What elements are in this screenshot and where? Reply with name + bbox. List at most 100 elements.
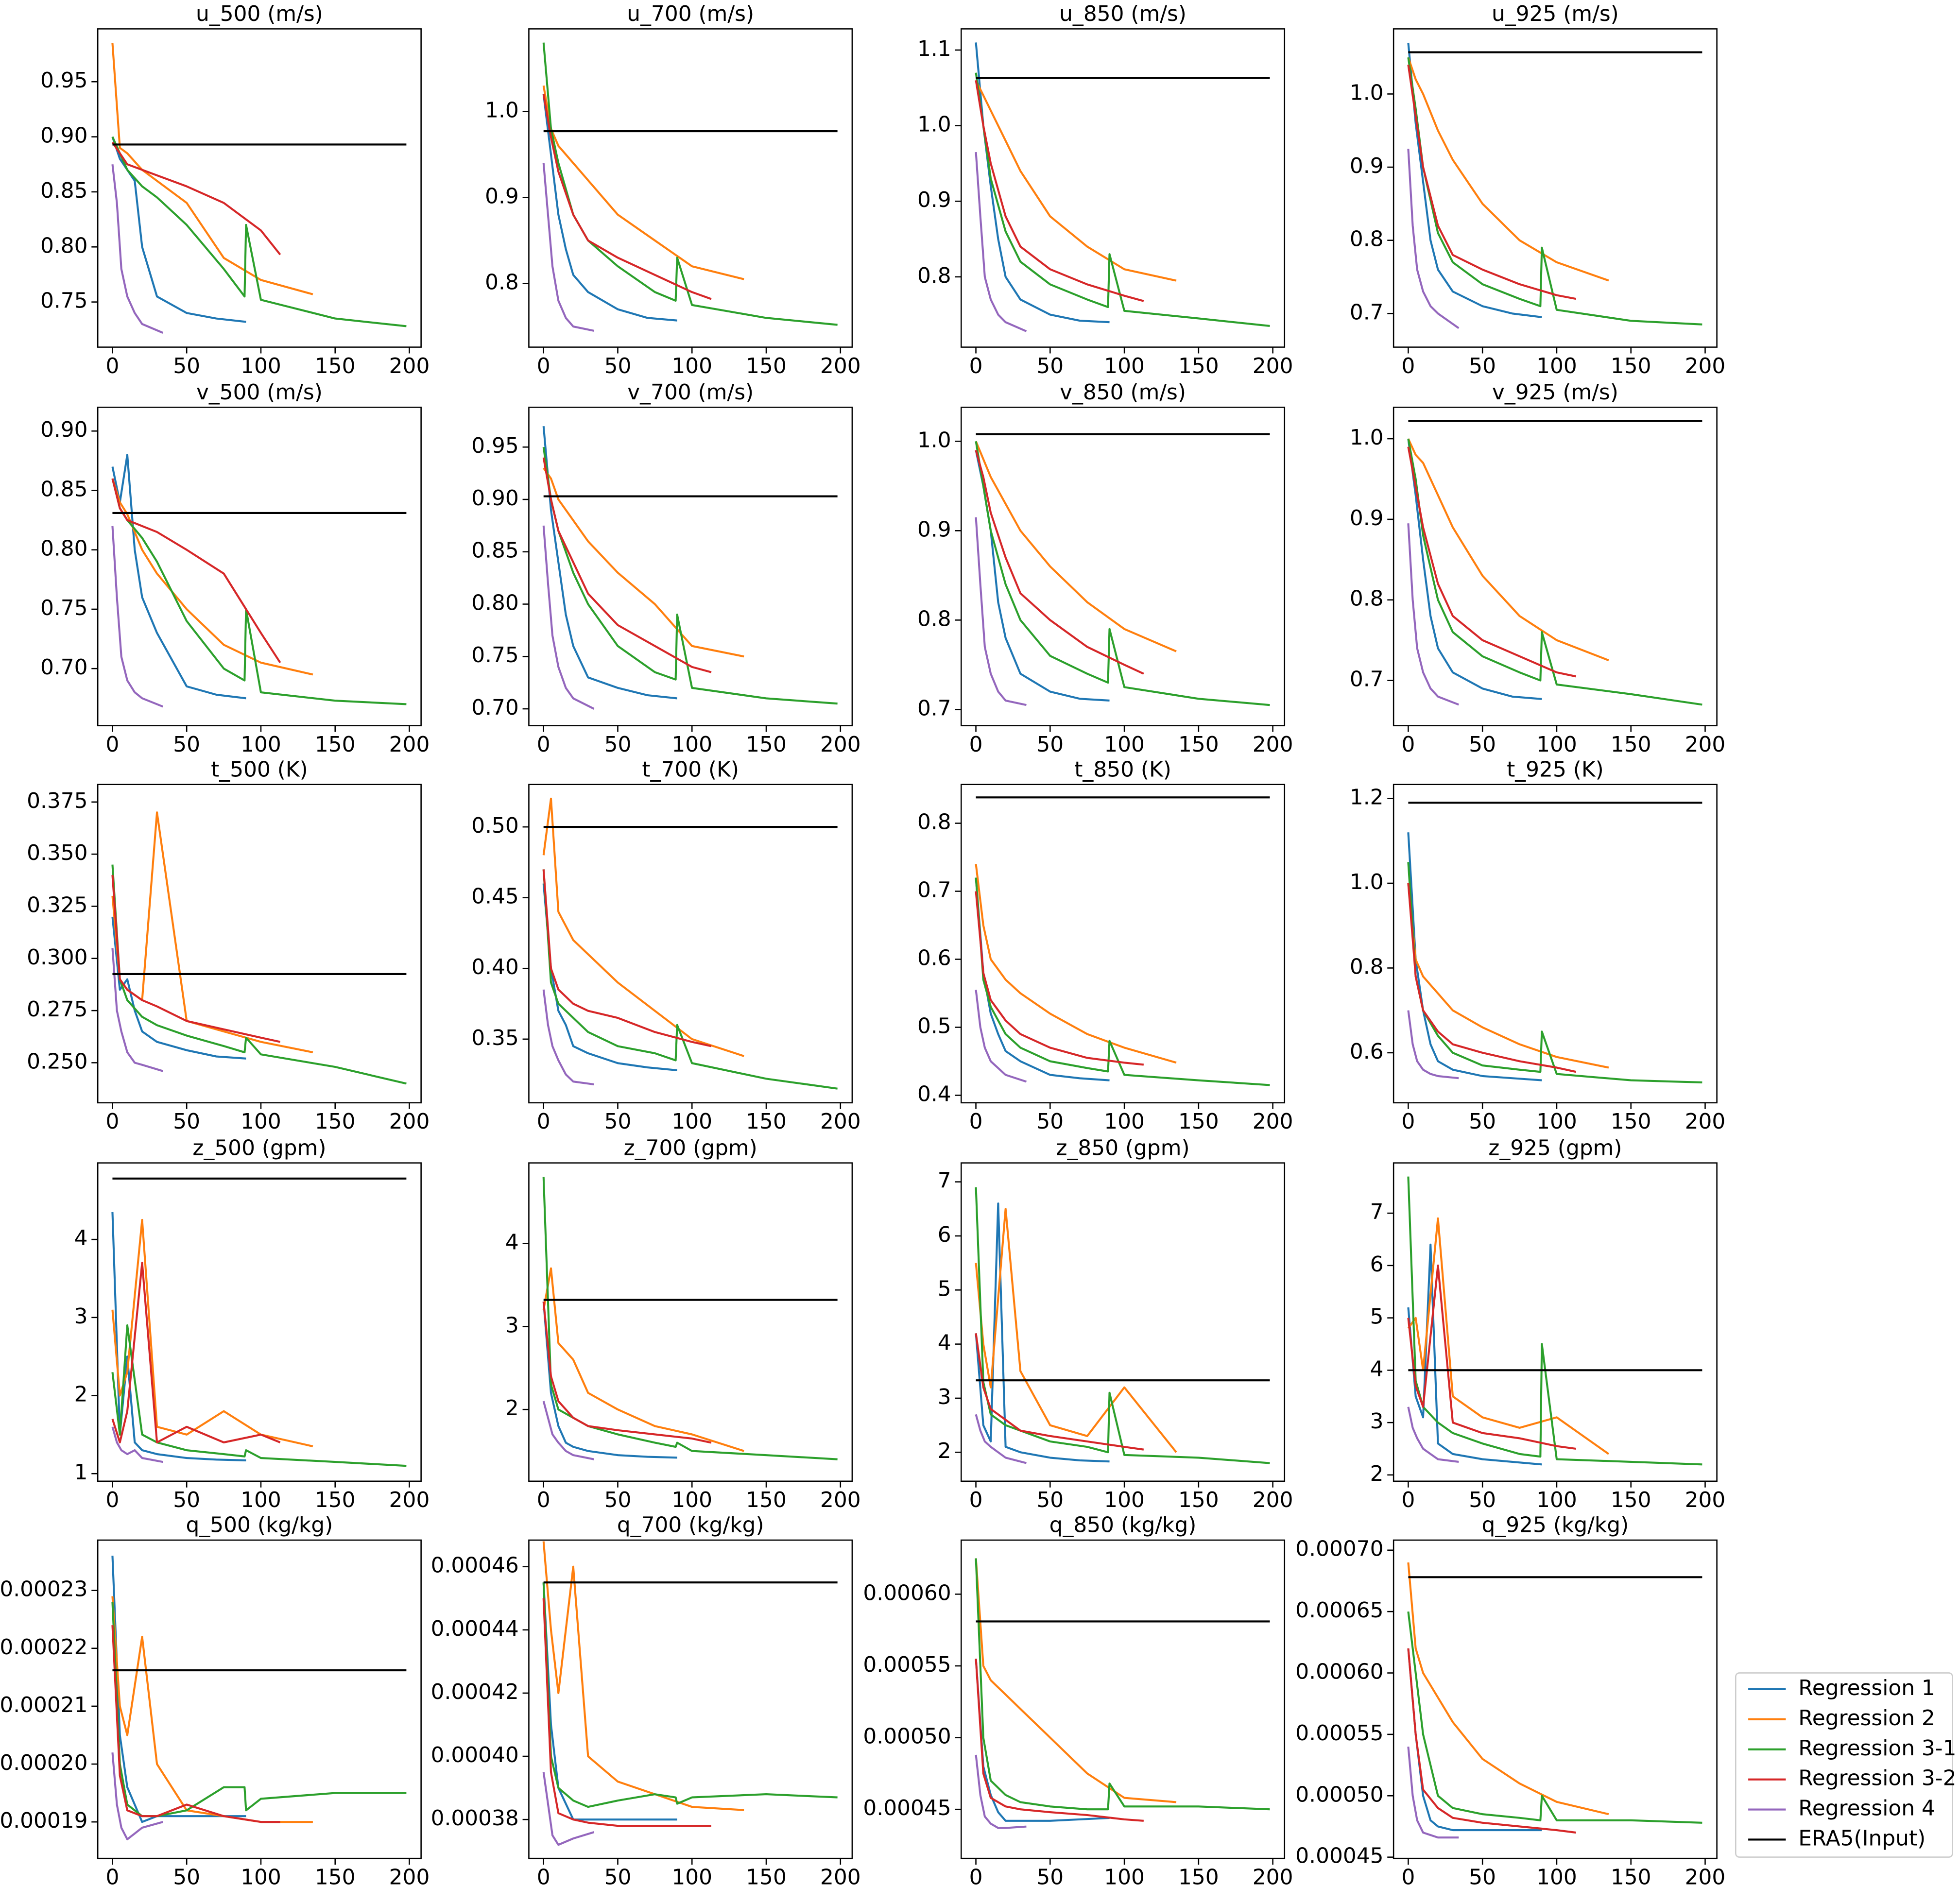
subplot-title: z_850 (gpm)	[1056, 1135, 1190, 1160]
subplot: v_850 (m/s) 0 50 100 150 200 0.7 0.8 0.9 1.0	[917, 380, 1293, 757]
legend-label: Regression 1	[1798, 1676, 1935, 1700]
y-tick-label: 0.45	[471, 884, 519, 909]
x-tick-label: 0	[969, 1865, 983, 1886]
y-tick-label: 4	[74, 1226, 88, 1251]
series-line	[1407, 42, 1542, 318]
y-tick-label: 0.8	[1350, 227, 1384, 252]
x-tick-label: 150	[1611, 1865, 1651, 1886]
y-tick-label: 0.6	[917, 945, 951, 970]
y-tick-label: 0.70	[471, 695, 519, 720]
series-line	[111, 1596, 313, 1823]
y-tick-label: 1.0	[917, 112, 951, 137]
series-line	[975, 1659, 1144, 1822]
x-tick-label: 200	[389, 1488, 430, 1512]
x-tick-label: 200	[820, 354, 861, 378]
x-tick-label: 150	[1178, 1109, 1219, 1134]
subplot: u_500 (m/s) 0 50 100 150 200 0.75 0.80 0.85 0.90 0…	[40, 1, 430, 378]
y-tick-label: 1	[74, 1460, 88, 1485]
subplot: u_850 (m/s) 0 50 100 150 200 0.8 0.9 1.0 1.1	[917, 1, 1293, 378]
x-tick-label: 100	[241, 732, 281, 757]
plot-frame	[97, 784, 422, 1104]
x-tick-label: 0	[105, 1488, 119, 1512]
x-tick-label: 100	[1536, 354, 1577, 378]
y-tick-label: 3	[74, 1304, 88, 1329]
series-line	[975, 441, 1270, 706]
series-line	[111, 164, 164, 334]
plot-frame	[1393, 1162, 1718, 1482]
x-tick-label: 200	[389, 1865, 430, 1886]
series-line	[1407, 1648, 1542, 1832]
x-tick-label: 50	[1036, 1109, 1064, 1134]
series-line	[542, 163, 594, 332]
series-line	[1407, 1648, 1576, 1834]
y-tick-label: 0.85	[40, 178, 88, 203]
series-line	[111, 454, 246, 700]
x-tick-label: 200	[1253, 1109, 1293, 1134]
plot-frame	[961, 1539, 1286, 1859]
x-tick-label: 150	[315, 732, 356, 757]
plot-frame	[97, 1539, 422, 1859]
x-tick-label: 100	[241, 1109, 281, 1134]
series-line	[1407, 1406, 1459, 1463]
series-line	[542, 1401, 594, 1460]
x-tick-label: 200	[820, 732, 861, 757]
legend-box	[1735, 1672, 1953, 1858]
series-line	[975, 1187, 1270, 1464]
plot-frame	[961, 28, 1286, 348]
x-tick-label: 200	[389, 354, 430, 378]
legend-label: ERA5(Input)	[1798, 1826, 1926, 1851]
y-tick-label: 0.85	[40, 477, 88, 501]
subplot-title: v_700 (m/s)	[627, 380, 754, 405]
legend-label: Regression 3-2	[1798, 1766, 1956, 1791]
x-tick-label: 0	[969, 354, 983, 378]
series-line	[1407, 1746, 1459, 1839]
y-tick-label: 3	[1370, 1409, 1384, 1434]
y-tick-label: 0.7	[1350, 300, 1384, 325]
y-tick-label: 0.75	[40, 596, 88, 620]
series-line	[542, 426, 677, 700]
y-tick-label: 1.0	[1350, 80, 1384, 105]
subplot-title: t_700 (K)	[642, 757, 739, 782]
x-tick-label: 150	[746, 732, 787, 757]
plot-frame	[528, 28, 853, 348]
series-line	[542, 1267, 744, 1452]
legend-label: Regression 2	[1798, 1706, 1935, 1731]
x-tick-label: 0	[105, 1109, 119, 1134]
x-tick-label: 0	[537, 1109, 550, 1134]
x-tick-label: 0	[969, 1488, 983, 1512]
x-tick-label: 0	[1401, 1865, 1415, 1886]
series-line	[975, 990, 1027, 1083]
x-tick-label: 50	[173, 732, 200, 757]
y-tick-label: 0.5	[917, 1013, 951, 1038]
subplot: t_850 (K) 0 50 100 150 200 0.4 0.5 0.6 0.7 0.8	[917, 757, 1293, 1134]
plot-frame	[961, 784, 1286, 1104]
x-tick-label: 100	[241, 1865, 281, 1886]
subplot: q_850 (kg/kg) 0 50 100 150 200 0.00045 0.00050 0…	[863, 1513, 1293, 1886]
plot-frame	[1393, 1539, 1718, 1859]
x-tick-label: 200	[389, 1109, 430, 1134]
series-line	[975, 1333, 1144, 1451]
x-tick-label: 100	[671, 1109, 712, 1134]
x-tick-label: 200	[389, 732, 430, 757]
y-tick-label: 0.75	[471, 643, 519, 668]
x-tick-label: 50	[604, 732, 632, 757]
series-line	[1407, 1611, 1702, 1824]
series-line	[111, 1556, 246, 1823]
series-line	[111, 948, 163, 1072]
x-tick-label: 50	[1469, 732, 1496, 757]
y-tick-label: 0.9	[1350, 154, 1384, 178]
series-line	[542, 94, 712, 300]
series-line	[1407, 832, 1542, 1081]
series-line	[542, 883, 677, 1071]
series-line	[111, 1218, 313, 1447]
series-line	[975, 877, 1270, 1086]
x-tick-label: 150	[1611, 354, 1651, 378]
x-tick-label: 200	[820, 1109, 861, 1134]
y-tick-label: 2	[74, 1382, 88, 1407]
y-tick-label: 0.9	[917, 517, 951, 542]
series-line	[1407, 1264, 1576, 1450]
y-tick-label: 0.00044	[431, 1616, 519, 1641]
subplot-title: u_700 (m/s)	[627, 1, 754, 26]
subplot-title: u_500 (m/s)	[196, 1, 323, 26]
plot-frame	[961, 407, 1286, 726]
